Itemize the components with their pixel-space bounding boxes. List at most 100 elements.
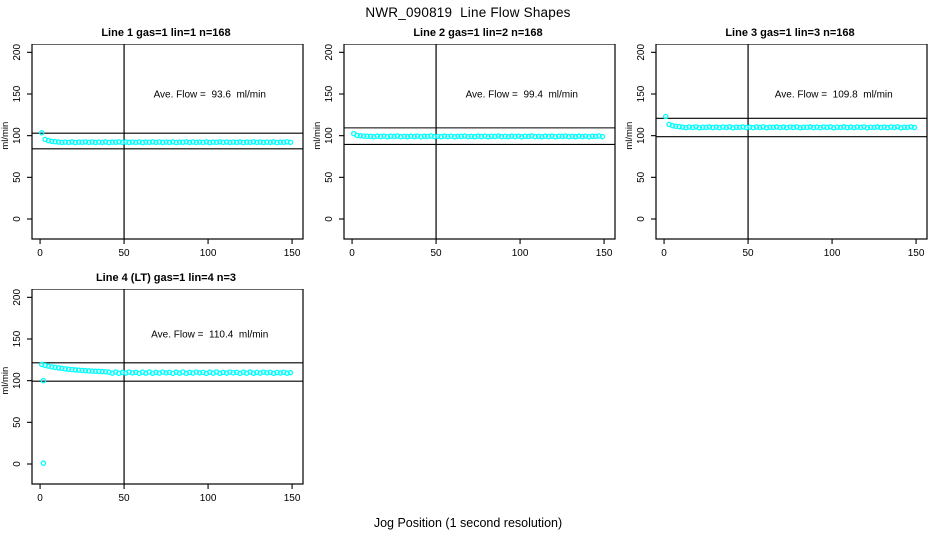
data-point: [92, 139, 99, 146]
data-point: [485, 134, 491, 140]
y-tick-label: 150: [324, 85, 335, 102]
data-point: [770, 124, 777, 131]
data-point: [193, 139, 200, 146]
data-point: [710, 124, 716, 131]
y-tick-label: 200: [12, 289, 23, 306]
x-tick-label: 100: [512, 248, 529, 259]
ave-flow-annotation: Ave. Flow = 110.4 ml/min: [151, 329, 268, 340]
data-point: [878, 124, 884, 131]
data-point: [414, 133, 421, 139]
data-point: [260, 139, 267, 146]
data-point: [186, 139, 193, 146]
data-point: [357, 133, 364, 139]
data-point: [404, 133, 411, 140]
data-point: [539, 133, 545, 140]
data-point: [576, 133, 582, 139]
data-point: [119, 139, 126, 146]
data-point: [689, 124, 696, 131]
data-point: [180, 139, 186, 146]
data-point: [461, 133, 468, 139]
data-point: [86, 368, 92, 374]
data-point: [401, 133, 407, 140]
data-point: [743, 124, 750, 131]
data-point: [183, 139, 189, 145]
data-point: [270, 370, 277, 377]
data-point: [787, 124, 793, 130]
y-tick-label: 100: [12, 127, 23, 144]
data-point: [394, 133, 401, 139]
data-point: [69, 139, 75, 145]
data-point: [851, 124, 857, 131]
data-point: [133, 139, 139, 146]
data-point: [586, 134, 592, 140]
panel-title: Line 4 (LT) gas=1 lin=4 n=3: [95, 272, 237, 284]
data-point: [465, 133, 471, 140]
data-point: [55, 139, 62, 145]
data-point: [220, 369, 226, 376]
data-point: [525, 133, 532, 140]
data-point: [240, 139, 247, 146]
data-point: [250, 139, 257, 145]
data-point: [159, 139, 166, 146]
data-point: [89, 139, 95, 145]
x-tick-label: 0: [349, 248, 355, 259]
panel-3: Line 3 gas=1 lin=3 n=168 0 50 100 150 0 50 100 1…: [624, 22, 936, 267]
data-point: [532, 133, 538, 140]
x-tick-label: 0: [37, 248, 43, 259]
data-point: [277, 139, 284, 145]
data-point: [898, 125, 904, 131]
data-point: [196, 139, 203, 145]
data-point: [888, 124, 894, 130]
y-tick-label: 150: [12, 85, 23, 102]
data-point: [881, 124, 887, 130]
data-point: [797, 125, 803, 131]
panel-2: Line 2 gas=1 lin=2 n=168 0 50 100 150 0 50 100 1…: [312, 22, 624, 267]
plot-box: [655, 44, 928, 240]
data-point: [411, 133, 417, 140]
data-point: [438, 133, 444, 140]
data-point: [69, 366, 75, 373]
data-point: [254, 139, 260, 146]
x-tick-label: 50: [743, 248, 755, 259]
data-point: [488, 133, 495, 140]
data-point: [596, 133, 602, 139]
data-point: [911, 124, 918, 131]
data-point: [434, 133, 441, 140]
data-point: [763, 125, 770, 131]
data-point: [777, 124, 783, 131]
data-point: [170, 139, 176, 145]
data-point: [86, 139, 92, 146]
data-point: [237, 139, 243, 145]
y-tick-label: 0: [12, 216, 23, 222]
data-point: [139, 139, 146, 146]
data-point: [679, 124, 686, 130]
data-point: [773, 124, 780, 130]
data-point: [381, 133, 387, 139]
data-point: [572, 133, 579, 140]
data-point: [662, 113, 669, 120]
panel-title: Line 1 gas=1 lin=1 n=168: [101, 27, 231, 39]
data-point: [545, 133, 552, 140]
data-point: [696, 125, 703, 131]
data-point: [468, 133, 475, 140]
y-tick-label: 50: [636, 171, 647, 183]
ave-flow-annotation: Ave. Flow = 93.6 ml/min: [154, 89, 266, 100]
data-point: [230, 139, 237, 145]
data-point: [398, 133, 404, 140]
x-tick-label: 100: [200, 248, 217, 259]
y-tick-label: 150: [12, 330, 23, 347]
data-point: [783, 124, 790, 131]
data-point: [387, 133, 394, 140]
data-point: [555, 133, 562, 140]
data-point: [186, 369, 193, 376]
data-point: [703, 124, 709, 131]
data-point-outlier: [40, 460, 47, 466]
data-point: [445, 133, 451, 140]
data-point: [55, 365, 62, 371]
data-point: [220, 139, 226, 146]
data-point: [676, 123, 682, 130]
data-point: [857, 124, 864, 131]
data-point: [482, 133, 488, 139]
data-point: [96, 139, 102, 145]
